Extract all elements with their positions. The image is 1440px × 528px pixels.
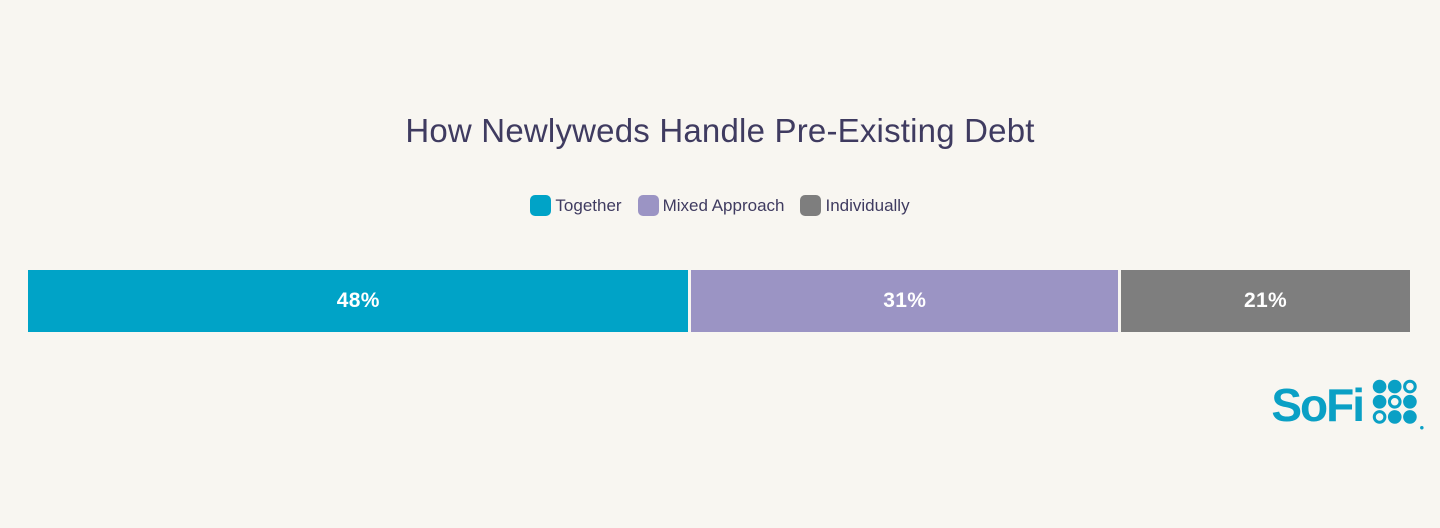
chart-title: How Newlyweds Handle Pre-Existing Debt [405,112,1035,149]
bar-segment-value-label: 48% [336,289,380,312]
stacked-bar: 48% 31% 21% [28,270,1410,332]
bar-segment-mixed-approach: 31% [691,270,1119,332]
legend-swatch-icon [530,195,552,216]
sofi-dots-icon [1372,379,1424,431]
legend: Together Mixed Approach Individually [0,195,1440,216]
legend-swatch-icon [637,195,659,216]
bar-segment-individually: 21% [1121,270,1410,332]
legend-item-individually: Individually [800,195,910,216]
legend-swatch-icon [800,195,822,216]
sofi-wordmark: SoFi [1271,379,1365,431]
legend-label: Mixed Approach [662,195,785,215]
legend-item-together: Together [530,195,622,216]
legend-label: Individually [825,195,910,215]
bar-segment-together: 48% [28,270,689,332]
legend-item-mixed-approach: Mixed Approach [637,195,785,216]
legend-label: Together [555,195,622,215]
sofi-logo: SoFi [1271,379,1424,431]
bar-segment-value-label: 21% [1244,289,1287,312]
bar-segment-value-label: 31% [883,289,927,312]
